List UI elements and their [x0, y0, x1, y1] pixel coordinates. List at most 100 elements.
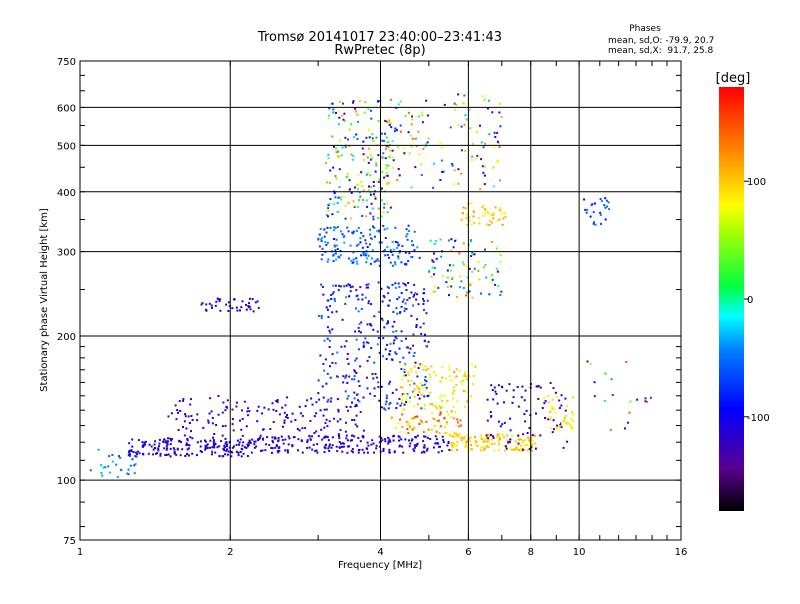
echo-point — [480, 158, 483, 161]
echo-point — [315, 449, 318, 452]
echo-point — [485, 436, 488, 439]
echo-point — [486, 419, 489, 422]
echo-point — [283, 419, 286, 422]
echo-point — [395, 337, 398, 340]
info-line-x: mean, sd,X: 91.7, 25.8 — [608, 46, 714, 56]
echo-point — [387, 442, 390, 445]
echo-point — [389, 122, 392, 125]
echo-point — [398, 439, 400, 442]
echo-point — [407, 224, 410, 227]
echo-point — [387, 320, 389, 323]
echo-point — [178, 400, 181, 402]
echo-point — [400, 340, 403, 342]
echo-point — [255, 445, 258, 448]
echo-point — [346, 226, 349, 229]
echo-point — [335, 111, 337, 114]
echo-point — [405, 346, 408, 349]
echo-point — [178, 439, 181, 442]
echo-point — [357, 226, 360, 229]
echo-point — [158, 442, 161, 445]
echo-point — [387, 304, 390, 307]
echo-point — [491, 213, 494, 216]
echo-point — [381, 319, 384, 322]
echo-point — [456, 434, 459, 437]
echo-point — [348, 295, 351, 298]
echo-point — [189, 403, 192, 406]
echo-point — [528, 439, 531, 442]
echo-point — [212, 436, 214, 439]
echo-point — [345, 284, 348, 287]
echo-point — [384, 408, 387, 411]
echo-point — [460, 149, 463, 152]
echo-point — [492, 436, 495, 439]
echo-point — [141, 441, 144, 444]
echo-point — [180, 441, 183, 443]
echo-point — [414, 436, 417, 438]
echo-point — [459, 286, 462, 289]
echo-point — [231, 423, 234, 426]
echo-point — [348, 190, 351, 193]
echo-point — [190, 430, 192, 433]
echo-point — [363, 111, 366, 114]
echo-point — [359, 410, 362, 413]
echo-point — [470, 443, 473, 446]
echo-point — [563, 417, 566, 420]
echo-point — [469, 436, 472, 439]
echo-point — [206, 443, 209, 446]
echo-point — [484, 212, 487, 215]
echo-point — [386, 343, 389, 346]
echo-point — [147, 452, 150, 455]
echo-point — [344, 376, 347, 378]
echo-point — [356, 188, 359, 191]
echo-point — [458, 252, 461, 255]
echo-point — [352, 101, 354, 104]
echo-point — [388, 121, 391, 124]
echo-point — [204, 439, 206, 442]
echo-point — [410, 291, 413, 294]
echo-point — [191, 452, 194, 455]
echo-point — [223, 449, 226, 452]
echo-point — [346, 382, 349, 384]
echo-point — [436, 407, 438, 410]
echo-point — [200, 303, 203, 306]
echo-point — [397, 435, 400, 438]
echo-point — [322, 363, 325, 365]
echo-point — [388, 448, 391, 451]
echo-point — [412, 333, 415, 336]
echo-point — [405, 228, 408, 231]
echo-point — [495, 392, 498, 395]
echo-point — [347, 202, 350, 204]
echo-point — [333, 300, 336, 303]
echo-point — [518, 449, 521, 452]
echo-point — [535, 385, 538, 388]
echo-point — [343, 120, 346, 123]
echo-point — [181, 448, 184, 451]
echo-point — [314, 450, 317, 452]
echo-point — [142, 443, 145, 446]
echo-point — [520, 396, 523, 399]
echo-point — [165, 444, 168, 447]
echo-point — [360, 254, 362, 257]
echo-point — [468, 267, 471, 270]
echo-point — [512, 448, 515, 451]
echo-point — [378, 351, 381, 354]
echo-point — [326, 425, 329, 428]
echo-point — [277, 439, 280, 442]
echo-point — [351, 401, 353, 404]
echo-point — [331, 213, 334, 216]
echo-point — [511, 401, 514, 404]
echo-point — [448, 433, 451, 436]
echo-point — [397, 282, 400, 285]
echo-point — [490, 384, 493, 387]
echo-point — [413, 388, 416, 391]
echo-point — [366, 205, 369, 208]
echo-point — [216, 297, 219, 300]
echo-point — [190, 398, 192, 401]
echo-point — [189, 436, 192, 439]
echo-point — [491, 278, 494, 281]
echo-point — [447, 442, 450, 444]
echo-point — [102, 466, 105, 469]
echo-point — [553, 407, 556, 410]
echo-point — [468, 290, 471, 293]
echo-point — [341, 233, 344, 236]
